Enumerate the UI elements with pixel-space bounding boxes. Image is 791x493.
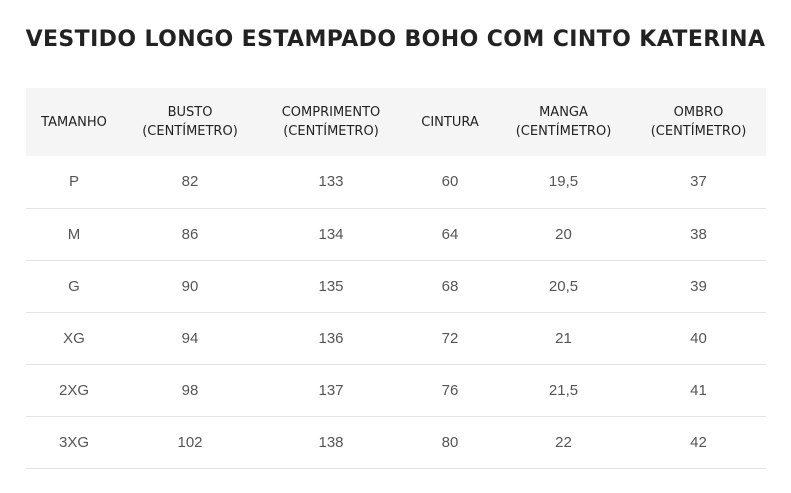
header-unit: (CENTÍMETRO) — [650, 124, 747, 139]
cell-tamanho: XG — [63, 329, 85, 347]
cell-manga: 20,5 — [548, 277, 579, 295]
header-comprimento: COMPRIMENTO (CENTÍMETRO) — [258, 88, 404, 156]
cell-ombro: 37 — [690, 173, 707, 191]
cell-cintura: 64 — [441, 225, 459, 243]
cell-tamanho: G — [68, 277, 80, 295]
table-row: P 82 133 60 19,5 37 — [26, 156, 766, 208]
cell-comprimento: 134 — [318, 225, 344, 243]
cell-busto: 90 — [181, 277, 199, 295]
header-label: MANGA — [539, 105, 588, 120]
cell-comprimento: 138 — [318, 433, 344, 451]
cell-cintura: 72 — [441, 329, 459, 347]
cell-ombro: 42 — [690, 433, 707, 451]
size-chart-table: TAMANHO BUSTO (CENTÍMETRO) COMPRIMENTO (… — [26, 88, 766, 469]
header-busto: BUSTO (CENTÍMETRO) — [122, 88, 258, 156]
header-tamanho: TAMANHO — [26, 88, 122, 156]
cell-cintura: 68 — [441, 277, 459, 295]
cell-manga: 22 — [555, 433, 572, 451]
cell-ombro: 39 — [690, 277, 707, 295]
cell-comprimento: 136 — [318, 329, 344, 347]
header-unit: (CENTÍMETRO) — [283, 124, 379, 139]
cell-ombro: 40 — [690, 329, 707, 347]
table-row: G 90 135 68 20,5 39 — [26, 260, 766, 312]
header-label: CINTURA — [421, 114, 479, 130]
cell-busto: 98 — [181, 381, 199, 399]
header-label: COMPRIMENTO — [281, 105, 381, 120]
header-label: BUSTO — [167, 105, 213, 120]
cell-comprimento: 137 — [318, 381, 344, 399]
cell-comprimento: 133 — [318, 173, 344, 191]
cell-ombro: 38 — [690, 225, 707, 243]
cell-comprimento: 135 — [318, 277, 344, 295]
cell-busto: 102 — [177, 433, 203, 451]
cell-cintura: 76 — [441, 381, 459, 399]
table-row: 2XG 98 137 76 21,5 41 — [26, 364, 766, 416]
cell-tamanho: 2XG — [58, 381, 89, 399]
header-label: TAMANHO — [41, 114, 107, 130]
cell-busto: 82 — [181, 173, 199, 191]
header-unit: (CENTÍMETRO) — [142, 124, 238, 139]
header-cintura: CINTURA — [404, 88, 496, 156]
header-label: OMBRO — [673, 105, 724, 120]
cell-busto: 94 — [181, 329, 199, 347]
cell-manga: 21 — [555, 329, 572, 347]
cell-tamanho: 3XG — [58, 433, 89, 451]
cell-tamanho: P — [68, 173, 79, 191]
cell-tamanho: M — [67, 225, 81, 243]
table-header-row: TAMANHO BUSTO (CENTÍMETRO) COMPRIMENTO (… — [26, 88, 766, 156]
cell-ombro: 41 — [690, 381, 707, 399]
header-manga: MANGA (CENTÍMETRO) — [496, 88, 631, 156]
header-ombro: OMBRO (CENTÍMETRO) — [631, 88, 766, 156]
cell-busto: 86 — [181, 225, 199, 243]
cell-cintura: 80 — [441, 433, 459, 451]
cell-cintura: 60 — [441, 173, 459, 191]
table-row: 3XG 102 138 80 22 42 — [26, 416, 766, 468]
cell-manga: 21,5 — [548, 381, 579, 399]
cell-manga: 19,5 — [548, 173, 579, 191]
cell-manga: 20 — [555, 225, 572, 243]
table-row: XG 94 136 72 21 40 — [26, 312, 766, 364]
page-title: VESTIDO LONGO ESTAMPADO BOHO COM CINTO K… — [25, 27, 766, 52]
table-row: M 86 134 64 20 38 — [26, 208, 766, 260]
header-unit: (CENTÍMETRO) — [515, 124, 612, 139]
